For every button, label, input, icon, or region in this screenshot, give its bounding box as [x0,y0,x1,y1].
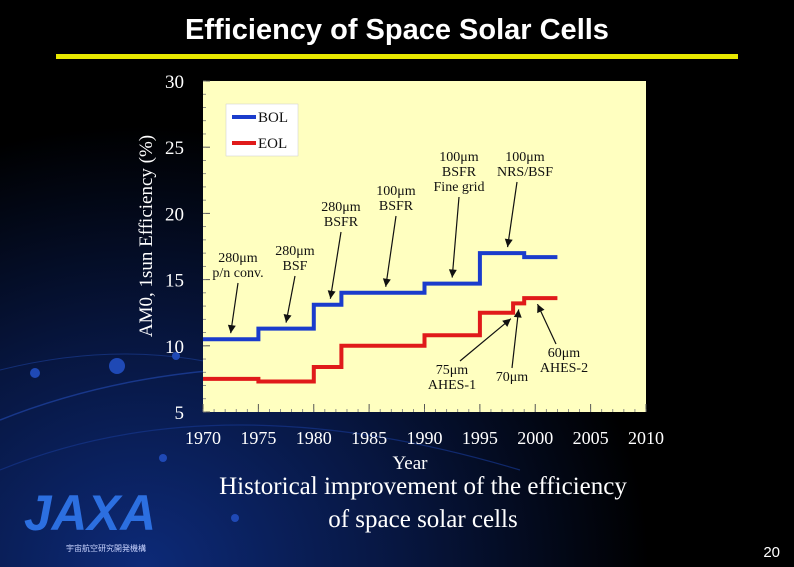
annotation-arrow [459,318,512,362]
x-tick-label: 1985 [351,428,387,448]
annotation-text: 280μm [321,200,361,215]
arrow-head [382,278,391,287]
annotation-text: 280μm [275,244,315,259]
x-axis-label: Year [392,453,428,474]
arrow-head [448,269,457,278]
arrow-head [327,290,336,299]
annotation-arrow [506,181,518,248]
annotation-arrow [451,196,460,278]
arrow-head [502,318,511,327]
series-line-eol [203,296,558,384]
annotation-text: 60μm [548,346,581,361]
y-tick-label: 15 [165,271,184,292]
x-tick-label: 2005 [573,428,609,448]
annotation-arrow [329,231,342,299]
annotation-text: Fine grid [434,180,485,195]
legend-label-bol: BOL [258,110,288,126]
jaxa-logo-mark: JAXA 宇宙航空研究開発機構 [24,485,156,553]
series-lines [203,251,558,384]
jaxa-logo: JAXA 宇宙航空研究開発機構 [22,478,170,556]
x-tick-label: 2000 [517,428,553,448]
y-tick-label: 10 [165,337,184,358]
series-line-bol [203,251,558,342]
x-tick-label: 1990 [407,428,443,448]
annotation-text: AHES-1 [428,378,476,393]
annotation-text: BSFR [442,165,477,180]
y-tick-label: 5 [175,403,185,424]
annotation-text: AHES-2 [540,361,588,376]
annotation-text: 280μm [218,251,258,266]
legend-label-eol: EOL [258,136,287,152]
annotation-text: BSFR [324,215,359,230]
annotation-text: 100μm [376,184,416,199]
annotation-text: 75μm [436,363,469,378]
arrow-head [283,314,292,323]
annotation-text: 70μm [496,370,529,385]
arrow-head [513,309,522,318]
y-axis-label: AM0, 1sun Efficiency (%) [136,135,157,337]
y-tick-label: 20 [165,204,184,225]
x-tick-label: 1995 [462,428,498,448]
x-tick-label: 1975 [240,428,276,448]
arrow-head [227,324,236,334]
logo-wordmark: JAXA [24,485,156,541]
y-tick-label: 30 [165,72,184,93]
legend-box [225,103,299,157]
page-number: 20 [763,544,780,561]
y-tick-label: 25 [165,138,184,159]
caption: Historical improvement of the efficiency… [150,470,696,536]
arrow-head [504,238,513,248]
caption-line-1: Historical improvement of the efficiency [219,473,627,500]
annotation-text: 100μm [505,150,545,165]
annotation-text: 100μm [439,150,479,165]
caption-line-2: of space solar cells [328,506,518,533]
annotation-arrow [230,282,239,334]
logo-subtext: 宇宙航空研究開発機構 [66,543,146,553]
x-tick-label: 1970 [185,428,221,448]
annotation: 70μm [496,309,529,385]
x-tick-label: 2010 [628,428,664,448]
x-tick-label: 1980 [296,428,332,448]
legend: BOL EOL [225,103,299,157]
annotation-arrow [385,215,397,287]
title-underline [56,54,738,59]
axis-ticks: 5 10 15 20 25 30 1970 1975 1980 1985 1990 1995 2000 2… [165,72,664,448]
annotation-arrow [511,309,520,369]
axis-labels: Year AM0, 1sun Efficiency (%) [136,135,428,474]
annotation-text: BSF [283,259,308,274]
annotation-text: BSFR [379,199,414,214]
arrow-head [537,304,545,314]
slide-title: Efficiency of Space Solar Cells [185,14,609,46]
annotation-text: p/n conv. [212,266,263,281]
annotation-text: NRS/BSF [497,165,553,180]
